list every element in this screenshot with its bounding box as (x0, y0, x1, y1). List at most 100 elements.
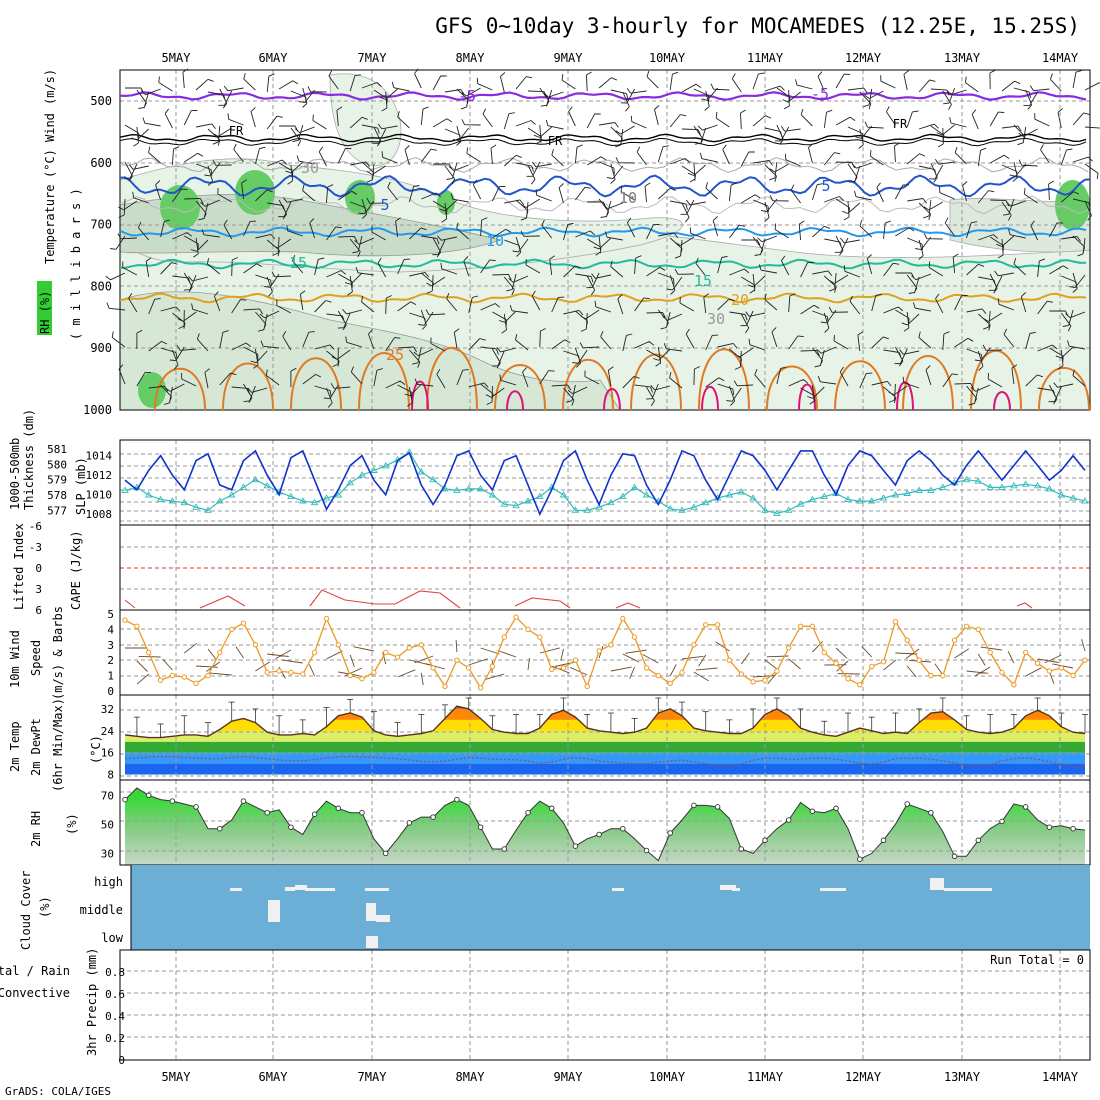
rh2-point (951, 853, 958, 860)
precip-tick-label: 0.4 (105, 1010, 125, 1023)
contour-rh-30 (119, 157, 1089, 173)
thickness-point (595, 503, 603, 510)
wind10-point (525, 626, 531, 633)
wind10-point (797, 623, 804, 629)
contour-label: 15 (289, 254, 307, 272)
rh2-point (643, 847, 650, 854)
date-label-top: 11MAY (747, 51, 784, 65)
thickness-point (381, 462, 390, 469)
cloud-cell (612, 888, 624, 891)
thickness-label-2: Thickness (dm) (22, 409, 36, 510)
thickness-point (761, 506, 769, 513)
wind10-point (501, 634, 507, 640)
thickness-point (156, 495, 165, 503)
cloud-cell (366, 903, 376, 921)
thickness-point (263, 481, 271, 489)
wind10-point (264, 669, 270, 676)
pressure-tick-label: 800 (90, 279, 112, 293)
thickness-point (251, 475, 260, 483)
thickness-point (216, 497, 224, 504)
precip-tick-label: 0.6 (105, 988, 125, 1001)
cloud-label: Cloud Cover (19, 871, 33, 950)
precip-tick-label: 0.2 (105, 1032, 125, 1045)
wind10-point (786, 645, 792, 651)
wind10-point (252, 642, 259, 648)
contour-label: FR (229, 124, 244, 138)
wind10-tick-label: 3 (107, 639, 114, 652)
wind10-point (560, 665, 567, 671)
thickness-point (998, 483, 1006, 490)
wind10-point (691, 642, 697, 648)
rh2-point (762, 837, 768, 844)
thickness-point (891, 491, 900, 498)
wind10-point (300, 671, 306, 677)
cloud-cell (230, 888, 242, 891)
contour-20 (119, 292, 1087, 304)
precip-tick-label: 0 (118, 1054, 125, 1067)
rh2-point (525, 809, 531, 816)
contour-25 (154, 347, 1090, 411)
cloud-cell (930, 878, 944, 890)
wind10-point (774, 668, 780, 674)
slp-tick-label: 1010 (86, 489, 113, 502)
precip-axis-labels: Total / Rain Convective 3hr Precip (mm) … (0, 948, 1084, 1056)
rh-label: RH (%) (38, 291, 52, 334)
date-label-top: 7MAY (358, 51, 388, 65)
cloud-cell (720, 885, 736, 890)
wind10-point (762, 677, 768, 683)
rh2-point (928, 809, 934, 816)
rh2-point (382, 850, 389, 857)
thickness-point (322, 494, 331, 501)
bottom-date-axis: 5MAY 6MAY 7MAY 8MAY 9MAY 10MAY 11MAY 12MAY 13MAY… (162, 1070, 1079, 1084)
pressure-tick-label: 600 (90, 156, 112, 170)
wind10-point (134, 623, 140, 629)
rh2-axis-labels: 2m RH (%) (29, 811, 79, 847)
rh2-point (477, 824, 484, 830)
precip-tick-label: 0.8 (105, 966, 125, 979)
wind-barbs (105, 68, 1100, 408)
wind10-point (122, 617, 128, 623)
rh2-tick-label: 30 (101, 847, 114, 860)
wind10-tick-label: 1 (107, 670, 114, 683)
contour-label: 30 (707, 310, 725, 328)
contour-label: 10 (486, 232, 504, 250)
contour-label: 10 (619, 189, 637, 207)
upper-axis-labels: RH (%) Temperature (°C) Wind (m/s) ( m i… (37, 69, 83, 340)
temp2-unit-label: (°C) (89, 735, 103, 764)
slp-tick-label: 1014 (86, 450, 113, 463)
thickness-point (820, 492, 829, 500)
rh2-point (738, 846, 745, 852)
thickness-point (879, 494, 888, 501)
thickness-axis-labels: 1000-500mb Thickness (dm) SLP (mb) (8, 409, 88, 515)
thickness-point (192, 503, 200, 510)
rh2-panel: 30 50 70 (101, 779, 1091, 866)
thickness-point (962, 475, 971, 483)
rh2-point (264, 809, 270, 816)
wind10-point (1058, 665, 1065, 671)
contour-label: FR (548, 134, 563, 148)
cloud-cell (268, 900, 280, 922)
wind10-point (1022, 649, 1029, 656)
millibars-label: ( m i l l i b a r s ) (69, 188, 83, 340)
wind10-point (1011, 682, 1017, 688)
date-label-top: 8MAY (456, 51, 486, 65)
contour-freezing-2 (119, 137, 1087, 147)
wind10-point (809, 623, 816, 629)
chart-title: GFS 0~10day 3-hourly for MOCAMEDES (12.2… (435, 14, 1080, 38)
thickness-line (124, 451, 1086, 515)
wind10-point (169, 672, 176, 679)
thickness-point (701, 498, 710, 506)
li-tick-label: 0 (35, 562, 42, 575)
wind10-label-2: Speed (29, 640, 43, 676)
contour-label: 25 (386, 346, 404, 364)
temp-band (125, 752, 1085, 764)
wind10-point (205, 672, 211, 679)
thickness-point (536, 492, 544, 500)
thickness-point (773, 509, 781, 516)
temp2-label-3: (6hr Min/Max) (51, 698, 65, 792)
temp2-label-2: 2m DewPt (29, 718, 43, 776)
thickness-point (903, 489, 911, 496)
thickness-point (1069, 494, 1077, 501)
date-label-bottom: 11MAY (747, 1070, 784, 1084)
